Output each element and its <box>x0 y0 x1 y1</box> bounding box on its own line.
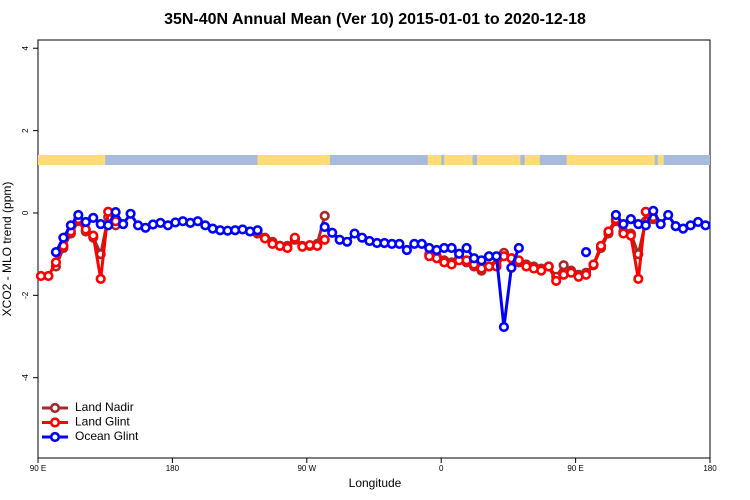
data-point <box>43 270 54 282</box>
data-point <box>625 230 636 241</box>
data-point <box>80 216 91 228</box>
land-segment <box>566 155 655 165</box>
data-point <box>551 275 562 287</box>
land-segment <box>257 155 330 165</box>
data-point <box>416 238 427 249</box>
data-point <box>655 218 666 230</box>
data-point <box>50 257 62 268</box>
data-point <box>663 209 674 221</box>
ocean-strip <box>38 155 710 165</box>
data-point <box>342 236 353 247</box>
legend-label: Land Glint <box>75 415 130 429</box>
land-segment <box>657 155 664 165</box>
plot-frame <box>37 39 711 459</box>
land-segment <box>427 155 442 165</box>
data-point <box>192 216 203 227</box>
data-point <box>118 218 129 230</box>
data-point <box>319 221 330 233</box>
data-point <box>394 238 405 249</box>
x-tick-label: 180 <box>703 464 717 473</box>
data-point <box>446 242 457 254</box>
data-point <box>603 226 614 237</box>
data-point <box>580 246 592 258</box>
data-point <box>50 246 62 258</box>
data-point <box>476 255 487 266</box>
data-point <box>498 321 510 333</box>
data-point <box>536 265 547 276</box>
legend-marker <box>49 431 61 443</box>
y-tick-label: -2 <box>21 291 30 299</box>
data-point <box>110 207 121 218</box>
data-point <box>558 260 569 271</box>
data-point <box>633 273 644 284</box>
data-point <box>73 209 84 221</box>
x-tick-label: 90 E <box>30 464 46 473</box>
data-point <box>103 220 114 231</box>
y-tick-label: 0 <box>21 210 30 215</box>
data-point <box>259 233 271 244</box>
land-segment <box>524 155 540 165</box>
data-point <box>648 205 659 217</box>
y-tick-label: -4 <box>21 374 30 382</box>
data-point <box>506 262 517 273</box>
data-point <box>252 225 263 236</box>
data-point <box>625 214 636 225</box>
data-point <box>618 218 629 230</box>
data-point <box>513 242 524 254</box>
data-point <box>319 210 330 221</box>
data-point <box>327 227 338 238</box>
land-segment <box>38 155 106 165</box>
data-point <box>65 220 76 231</box>
data-point <box>454 248 465 259</box>
legend-marker <box>49 402 61 414</box>
legend-label: Ocean Glint <box>75 429 139 443</box>
data-point <box>312 240 323 252</box>
land-segment <box>477 155 521 165</box>
data-point <box>349 228 360 239</box>
data-point <box>580 269 592 280</box>
data-point <box>700 220 711 231</box>
data-point <box>543 261 554 272</box>
y-axis-label: XCO2 - MLO trend (ppm) <box>0 182 14 317</box>
data-point <box>125 208 136 219</box>
y-tick-label: 2 <box>21 128 30 133</box>
data-point <box>446 259 457 270</box>
x-tick-label: 90 W <box>297 464 316 473</box>
data-point <box>491 251 502 262</box>
x-axis-label: Longitude <box>349 476 402 490</box>
data-point <box>289 232 300 243</box>
legend-label: Land Nadir <box>75 400 134 414</box>
legend-marker <box>49 417 61 428</box>
data-point <box>88 230 99 241</box>
data-point <box>58 232 69 243</box>
x-tick-label: 180 <box>166 464 180 473</box>
data-point <box>282 242 293 254</box>
x-tick-label: 90 E <box>567 464 583 473</box>
data-point <box>319 234 330 245</box>
land-segment <box>444 155 473 165</box>
data-point <box>461 242 472 254</box>
data-point <box>88 212 99 224</box>
y-tick-label: 4 <box>21 45 30 50</box>
data-point <box>401 244 412 256</box>
data-point <box>95 273 106 284</box>
data-point <box>588 259 599 270</box>
data-point <box>566 267 577 278</box>
chart-title: 35N-40N Annual Mean (Ver 10) 2015-01-01 … <box>164 11 586 28</box>
x-tick-label: 0 <box>439 464 444 473</box>
data-point <box>640 220 651 231</box>
data-point <box>610 209 622 221</box>
data-point <box>595 240 607 252</box>
